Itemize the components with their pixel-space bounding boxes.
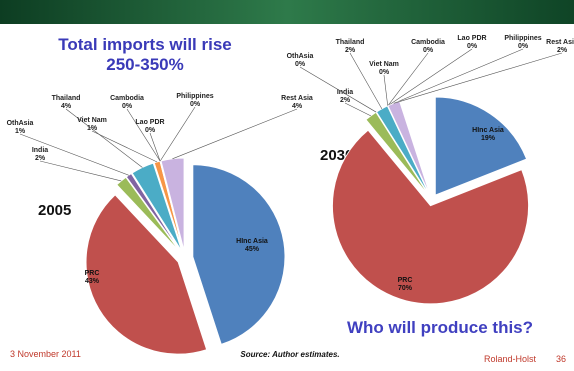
slice-label: Viet Nam bbox=[77, 117, 107, 124]
slice-value: 45% bbox=[245, 246, 260, 253]
leader-line bbox=[149, 132, 161, 162]
leader-line bbox=[387, 48, 473, 107]
slice-label: Thailand bbox=[336, 39, 365, 46]
question: Who will produce this? bbox=[347, 318, 533, 337]
pie-slice bbox=[85, 194, 208, 355]
slice-label: Rest Asia bbox=[546, 39, 574, 46]
leader-line bbox=[19, 133, 129, 176]
slice-label: HInc Asia bbox=[472, 127, 504, 134]
slice-value: 2% bbox=[557, 47, 568, 54]
pie-title: 2005 bbox=[38, 202, 71, 219]
leader-line bbox=[344, 102, 372, 117]
footer-author: Roland-Holst bbox=[484, 354, 537, 364]
pie-slice bbox=[192, 164, 286, 345]
slice-value: 0% bbox=[379, 69, 390, 76]
title-line: Total imports will rise bbox=[58, 35, 232, 54]
leader-line bbox=[39, 160, 122, 182]
slice-label: Philippines bbox=[176, 93, 213, 100]
slice-label: India bbox=[32, 147, 48, 154]
slice-label: PRC bbox=[398, 277, 413, 284]
slice-value: 0% bbox=[518, 43, 529, 50]
slice-label: Cambodia bbox=[411, 39, 445, 46]
slice-label: PRC bbox=[85, 270, 100, 277]
banner bbox=[0, 0, 574, 24]
slice-value: 2% bbox=[35, 155, 46, 162]
slice-value: 1% bbox=[15, 128, 26, 135]
slice-value: 4% bbox=[61, 103, 72, 110]
leader-line bbox=[91, 130, 158, 163]
footer-date: 3 November 2011 bbox=[10, 349, 81, 359]
slice-value: 4% bbox=[292, 103, 303, 110]
leader-line bbox=[383, 74, 389, 106]
leader-line bbox=[349, 52, 383, 110]
slice-label: Rest Asia bbox=[281, 95, 313, 102]
slice-value: 0% bbox=[145, 127, 156, 134]
slice-value: 1% bbox=[87, 125, 98, 132]
footer-source: Source: Author estimates. bbox=[240, 350, 339, 359]
slice-value: 19% bbox=[481, 135, 496, 142]
leader-line bbox=[393, 52, 563, 104]
slice-value: 0% bbox=[423, 47, 434, 54]
slice-label: HInc Asia bbox=[236, 238, 268, 245]
slice-label: OthAsia bbox=[287, 53, 314, 60]
slice-label: India bbox=[337, 89, 353, 96]
slice-value: 0% bbox=[295, 61, 306, 68]
slice-label: Thailand bbox=[52, 95, 81, 102]
slice-value: 0% bbox=[190, 101, 201, 108]
slice-label: Viet Nam bbox=[369, 61, 399, 68]
pie-slice bbox=[159, 161, 184, 251]
slice-label: Lao PDR bbox=[135, 119, 164, 126]
slice-label: OthAsia bbox=[7, 120, 34, 127]
slice-value: 43% bbox=[85, 278, 100, 285]
title-line: 250-350% bbox=[106, 55, 184, 74]
slice-value: 0% bbox=[467, 43, 478, 50]
leader-line bbox=[65, 108, 143, 168]
leader-line bbox=[387, 52, 429, 107]
pie-slice bbox=[434, 96, 528, 196]
slice-value: 0% bbox=[122, 103, 133, 110]
leader-line bbox=[172, 108, 298, 160]
pie-slice bbox=[160, 157, 185, 251]
leader-line bbox=[159, 106, 196, 162]
footer-page: 36 bbox=[556, 354, 566, 364]
leader-line bbox=[299, 66, 377, 113]
slice-value: 2% bbox=[345, 47, 356, 54]
slice-label: Philippines bbox=[504, 35, 541, 42]
leader-line bbox=[387, 48, 524, 107]
slice-label: Lao PDR bbox=[457, 35, 486, 42]
slice-value: 70% bbox=[398, 285, 413, 292]
leader-line bbox=[126, 108, 161, 162]
pie-slice bbox=[332, 129, 529, 305]
slice-value: 2% bbox=[340, 97, 351, 104]
slice-label: Cambodia bbox=[110, 95, 144, 102]
